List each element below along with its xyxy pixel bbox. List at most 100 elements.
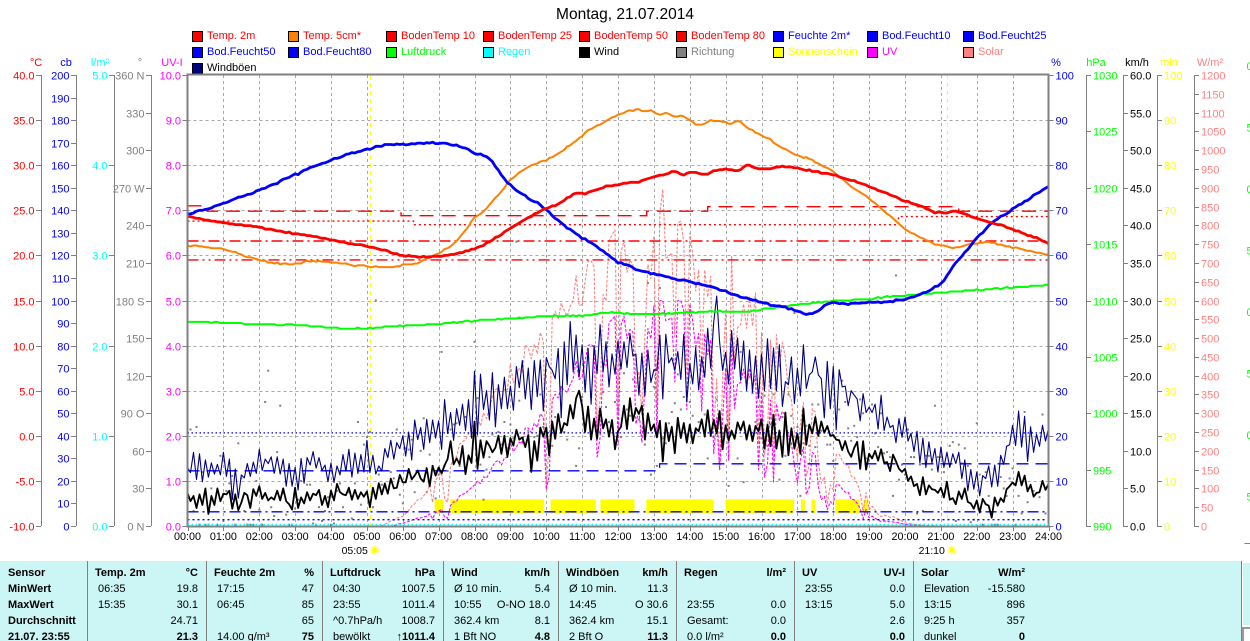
svg-text:5.0: 5.0 xyxy=(92,71,107,83)
svg-text:350: 350 xyxy=(1201,390,1219,402)
table-column-separator xyxy=(322,561,323,641)
table-header: Luftdruck xyxy=(330,567,381,579)
svg-text:10.0: 10.0 xyxy=(13,342,34,354)
svg-text:200: 200 xyxy=(1201,447,1219,459)
legend-color-swatch xyxy=(483,47,494,58)
svg-text:70: 70 xyxy=(1164,206,1176,218)
axis-Wm: 0 50 100 150 200 250 300 350 400 450 500 550 600 650 7… xyxy=(1194,71,1225,534)
svg-text:10: 10 xyxy=(1056,477,1068,489)
legend-label: BodenTemp 25 xyxy=(498,30,572,42)
series-temp5cm xyxy=(186,108,1050,269)
svg-text:120: 120 xyxy=(126,372,144,384)
legend-color-swatch xyxy=(963,31,974,42)
svg-text:80: 80 xyxy=(57,342,69,354)
svg-text:10:00: 10:00 xyxy=(533,531,560,543)
table-cell-time: 14.00 g/m³ xyxy=(217,631,270,641)
svg-text:5: 5 xyxy=(1247,123,1250,135)
svg-text:22:00: 22:00 xyxy=(963,531,990,543)
table-cell-value: 30.1 xyxy=(176,599,198,611)
table-header: Temp. 2m xyxy=(95,567,146,579)
svg-text:210: 210 xyxy=(126,259,144,271)
svg-text:06:00: 06:00 xyxy=(389,531,416,543)
svg-text:35.0: 35.0 xyxy=(1130,259,1151,271)
series-wind xyxy=(186,389,1050,519)
svg-text:W/m²: W/m² xyxy=(1197,57,1224,69)
svg-text:20: 20 xyxy=(1164,432,1176,444)
svg-text:500: 500 xyxy=(1201,334,1219,346)
svg-text:1200: 1200 xyxy=(1201,71,1225,83)
svg-text:9.0: 9.0 xyxy=(166,116,181,128)
svg-text:300: 300 xyxy=(126,146,144,158)
svg-text:800: 800 xyxy=(1201,221,1219,233)
svg-text:0.0: 0.0 xyxy=(19,432,34,444)
svg-text:400: 400 xyxy=(1201,372,1219,384)
svg-text:15.0: 15.0 xyxy=(13,297,34,309)
svg-text:6.0: 6.0 xyxy=(166,251,181,263)
svg-text:0.0: 0.0 xyxy=(1130,522,1145,534)
svg-text:50.0: 50.0 xyxy=(1130,146,1151,158)
svg-text:03:00: 03:00 xyxy=(282,531,309,543)
svg-text:0: 0 xyxy=(1247,61,1250,73)
svg-text:0: 0 xyxy=(1247,307,1250,319)
svg-text:150: 150 xyxy=(126,334,144,346)
scrollbar-track[interactable] xyxy=(1243,563,1250,625)
svg-text:80: 80 xyxy=(1056,161,1068,173)
table-header-unit: km/h xyxy=(642,567,668,579)
svg-text:650: 650 xyxy=(1201,278,1219,290)
svg-text:1020: 1020 xyxy=(1093,184,1117,196)
table-header-unit: hPa xyxy=(414,567,435,579)
svg-text:min: min xyxy=(1160,57,1178,69)
legend-label: UV xyxy=(882,46,898,58)
sun-icon xyxy=(370,545,380,555)
table-cell-value: 21.3 xyxy=(176,631,198,641)
svg-text:3.0: 3.0 xyxy=(166,387,181,399)
axis-: 0 N 30 60 90 O 120 150 180 S 210 240 270 W 300 330 3… xyxy=(113,71,152,534)
legend-color-swatch xyxy=(192,31,203,42)
svg-text:50: 50 xyxy=(1164,297,1176,309)
table-cell-value: 19.8 xyxy=(176,583,198,595)
svg-text:750: 750 xyxy=(1201,240,1219,252)
table-cell-value: 0.0 xyxy=(770,631,786,641)
legend-label: Bod.Feucht50 xyxy=(207,46,276,58)
axis-hPa: 990 995 1000 1005 1010 1015 1020 1025 1030 xyxy=(1086,71,1117,534)
svg-text:14:00: 14:00 xyxy=(676,531,703,543)
svg-text:0.0: 0.0 xyxy=(166,522,181,534)
table-column-separator xyxy=(558,561,559,641)
svg-text:40.0: 40.0 xyxy=(13,71,34,83)
legend-label: Richtung xyxy=(691,46,735,58)
svg-text:07:00: 07:00 xyxy=(425,531,452,543)
svg-text:90 O: 90 O xyxy=(121,409,145,421)
svg-text:20: 20 xyxy=(1056,432,1068,444)
legend-color-swatch xyxy=(676,31,687,42)
svg-text:4.0: 4.0 xyxy=(166,342,181,354)
table-column-separator xyxy=(206,561,207,641)
axis-UVI: 0.0 1.0 2.0 3.0 4.0 5.0 6.0 7.0 8.0 9.0 10.0 xyxy=(160,71,188,534)
table-cell-value: ↑1011.4 xyxy=(396,631,435,641)
svg-text:550: 550 xyxy=(1201,315,1219,327)
table-cell-time: 13:15 xyxy=(924,599,952,611)
svg-text:%: % xyxy=(1051,57,1061,69)
svg-text:-10.0: -10.0 xyxy=(9,522,34,534)
legend-color-swatch xyxy=(579,31,590,42)
svg-text:120: 120 xyxy=(51,251,69,263)
table-cell-time: 06:35 xyxy=(98,583,126,595)
svg-text:7.0: 7.0 xyxy=(166,206,181,218)
svg-text:360 N: 360 N xyxy=(115,71,144,83)
table-cell-value: 85 xyxy=(301,599,314,611)
legend-label: Bod.Feucht10 xyxy=(882,30,951,42)
svg-text:13:00: 13:00 xyxy=(640,531,667,543)
table-right-border xyxy=(1241,561,1242,641)
svg-text:100: 100 xyxy=(1201,484,1219,496)
svg-text:4.0: 4.0 xyxy=(92,161,107,173)
legend-label: Regen xyxy=(498,46,531,58)
svg-text:700: 700 xyxy=(1201,259,1219,271)
table-cell-time: 14:45 xyxy=(569,599,597,611)
window-resize-grip[interactable] xyxy=(1242,627,1250,641)
svg-text:160: 160 xyxy=(51,161,69,173)
legend-label: Wind xyxy=(594,46,620,58)
svg-text:11:00: 11:00 xyxy=(569,531,595,543)
svg-text:20.0: 20.0 xyxy=(13,251,34,263)
svg-text:30.0: 30.0 xyxy=(1130,297,1151,309)
legend-label: BodenTemp 50 xyxy=(594,30,668,42)
svg-text:1000: 1000 xyxy=(1201,146,1225,158)
